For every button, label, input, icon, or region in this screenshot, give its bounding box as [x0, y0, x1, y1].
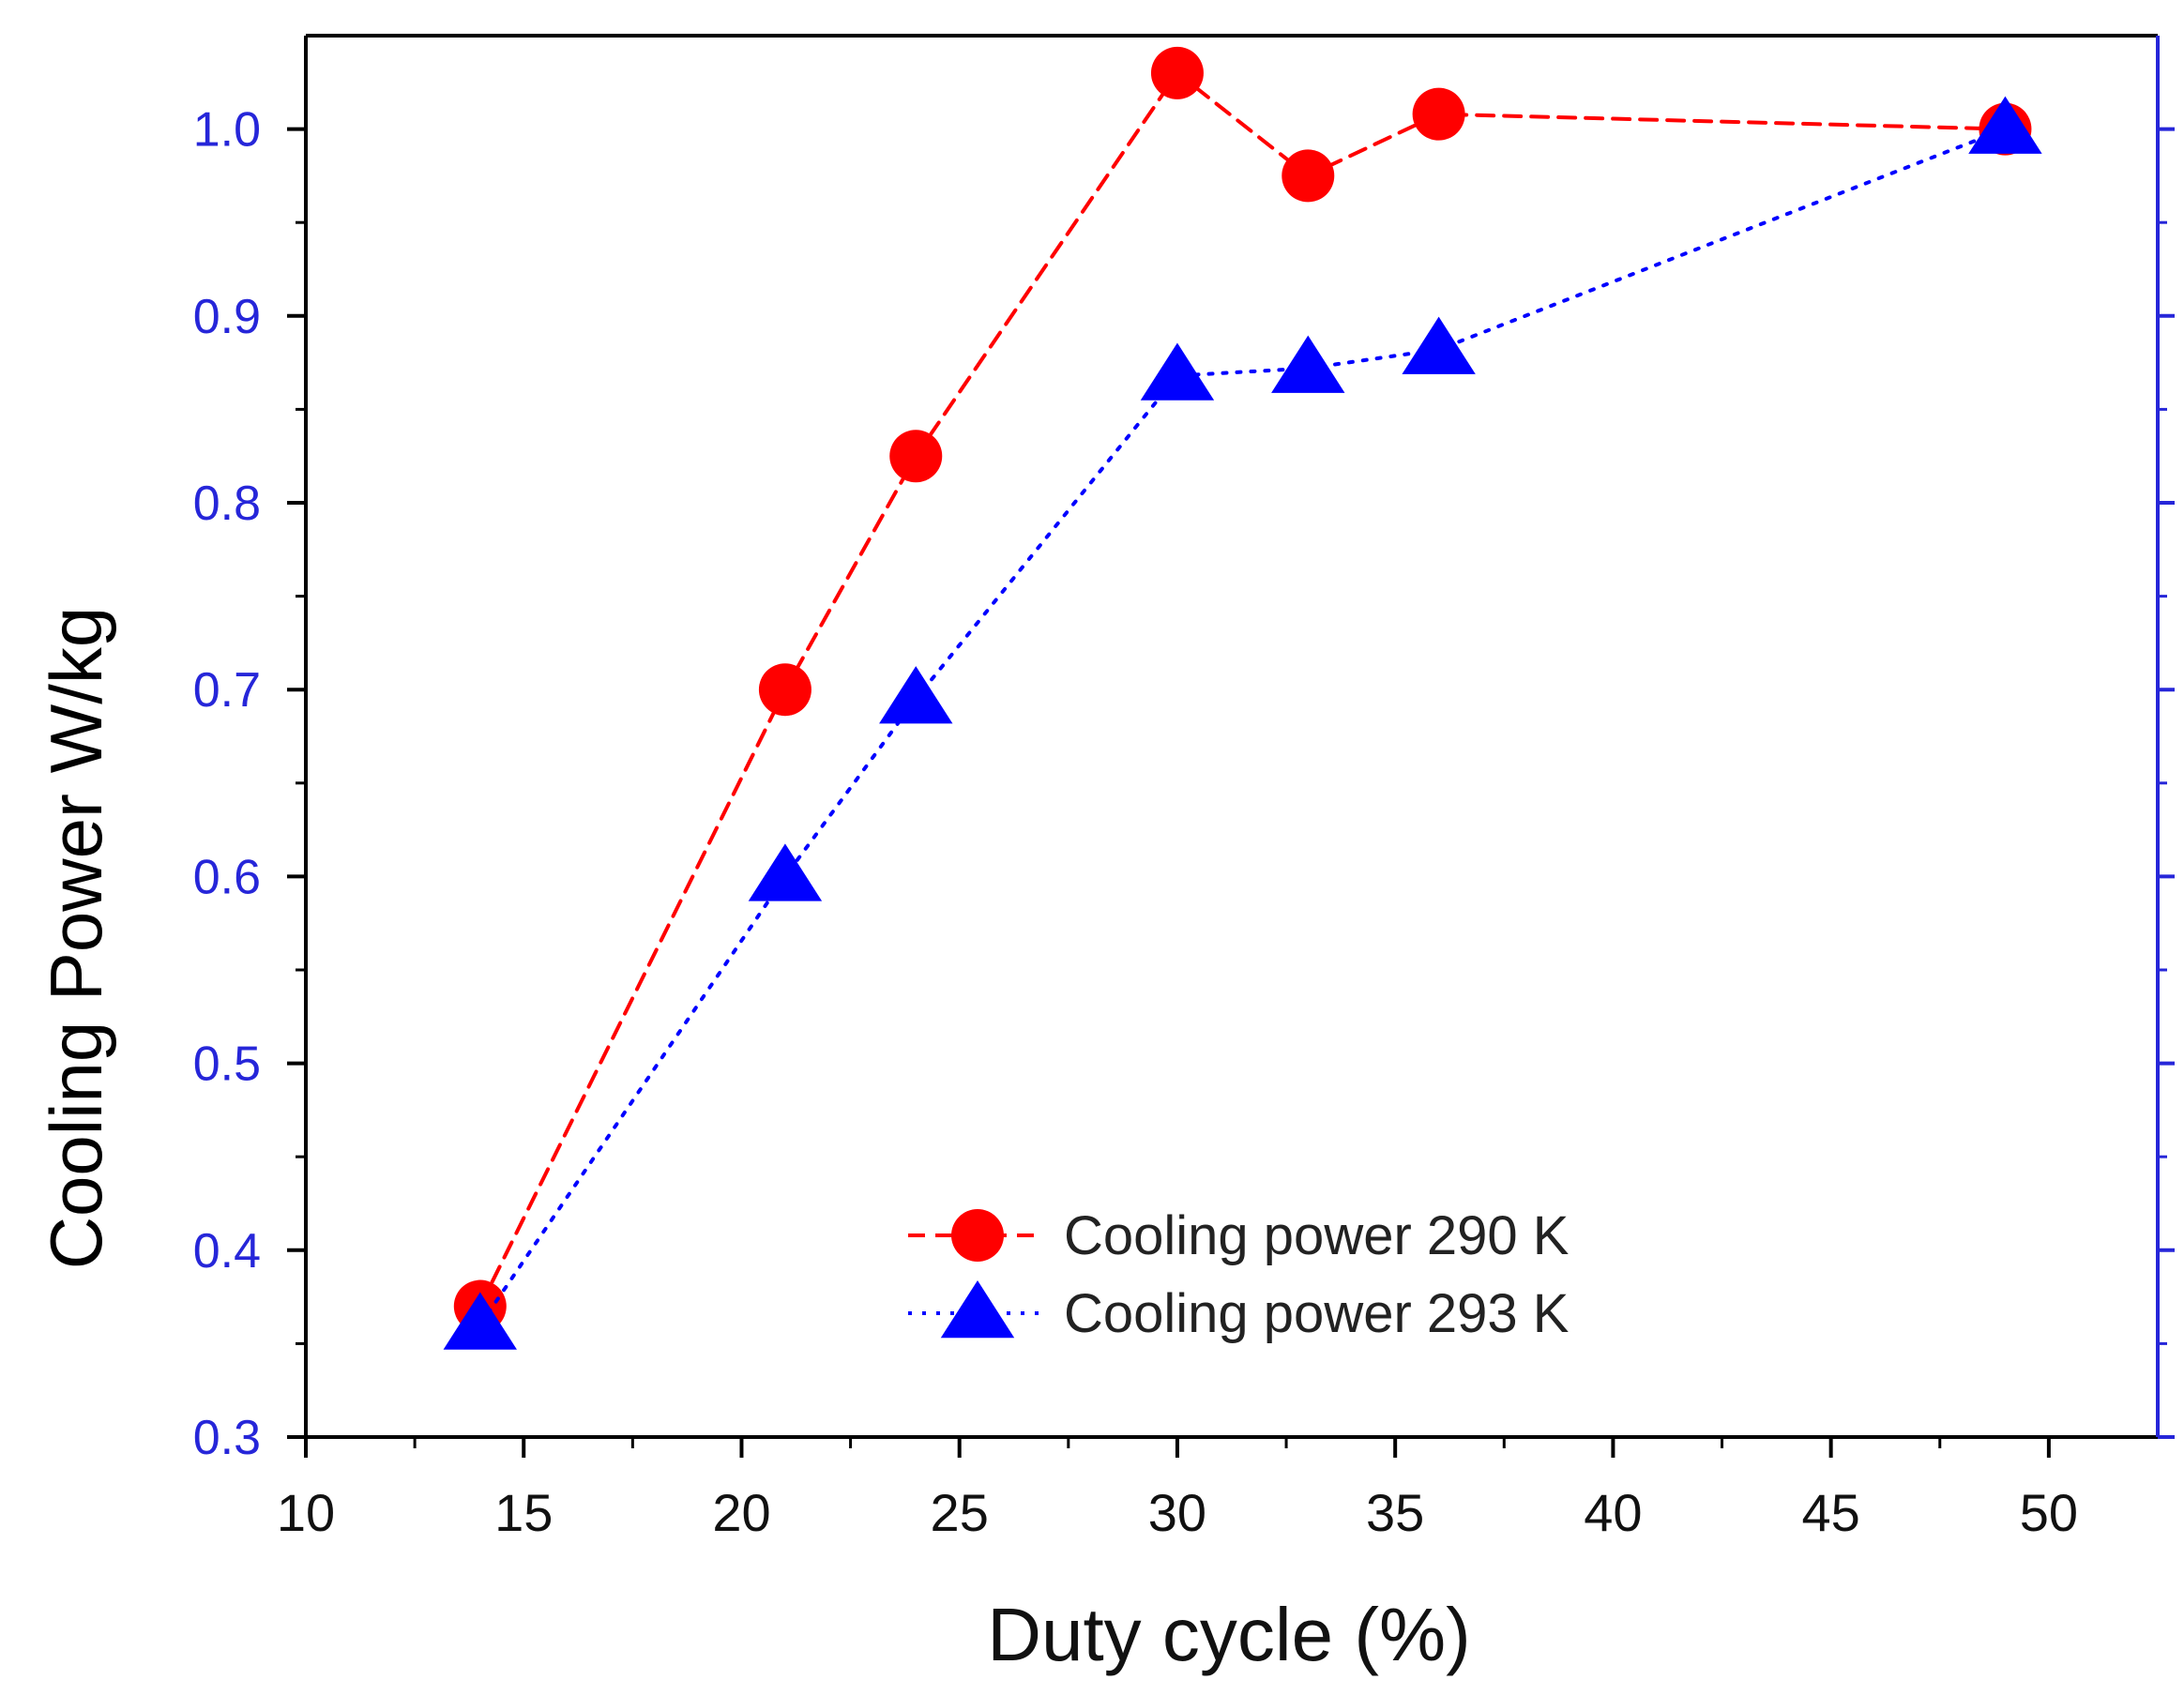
- series-290k-point: [758, 663, 811, 717]
- x-tick-label: 10: [277, 1483, 335, 1542]
- series-293k-point: [748, 843, 823, 901]
- legend-290k-marker: [951, 1209, 1004, 1262]
- legend-293k-marker: [940, 1280, 1015, 1339]
- legend: Cooling power 290 K Cooling power 293 K: [908, 1205, 1570, 1344]
- x-axis-label: Duty cycle (%): [987, 1593, 1471, 1676]
- legend-293k-label: Cooling power 293 K: [1064, 1283, 1570, 1344]
- series-293k-point: [1140, 342, 1215, 401]
- series-290k-point: [889, 430, 943, 483]
- series-290k-line: [478, 69, 2008, 1309]
- y-tick-label: 0.4: [193, 1224, 261, 1279]
- y-tick-label: 0.7: [193, 663, 261, 718]
- y-tick-label: 0.3: [193, 1411, 261, 1465]
- x-tick-label: 20: [712, 1483, 770, 1542]
- series-293k-point: [1271, 335, 1345, 393]
- axes-layer: 0.3 0.4 0.5 0.6 0.7 0.8 0.9 1.0 10 15 20 25 30 35 40 45…: [193, 34, 2175, 1542]
- legend-290k-label: Cooling power 290 K: [1064, 1205, 1570, 1266]
- series-290k-point: [1282, 149, 1335, 203]
- series-293k-line: [478, 127, 2008, 1327]
- x-tick-label: 35: [1366, 1483, 1424, 1542]
- series-293k-point: [1968, 96, 2042, 154]
- series-layer: [443, 46, 2042, 1350]
- series-293k-point: [1402, 316, 1476, 374]
- y-tick-label: 0.9: [193, 290, 261, 344]
- x-tick-label: 30: [1148, 1483, 1206, 1542]
- series-293k-point: [443, 1292, 517, 1350]
- y-axis-label: Cooling Power W/kg: [35, 607, 117, 1270]
- y-tick-label: 1.0: [193, 103, 261, 158]
- x-tick-label: 25: [931, 1483, 989, 1542]
- series-290k-point: [1150, 46, 1204, 99]
- y-tick-label: 0.6: [193, 850, 261, 904]
- series-293k-point: [879, 666, 953, 724]
- x-tick-label: 40: [1584, 1483, 1642, 1542]
- series-290k-point: [1412, 87, 1465, 141]
- x-tick-label: 45: [1801, 1483, 1859, 1542]
- y-tick-label: 0.8: [193, 477, 261, 531]
- x-tick-label: 50: [2020, 1483, 2078, 1542]
- x-tick-label: 15: [494, 1483, 553, 1542]
- y-tick-label: 0.5: [193, 1037, 261, 1092]
